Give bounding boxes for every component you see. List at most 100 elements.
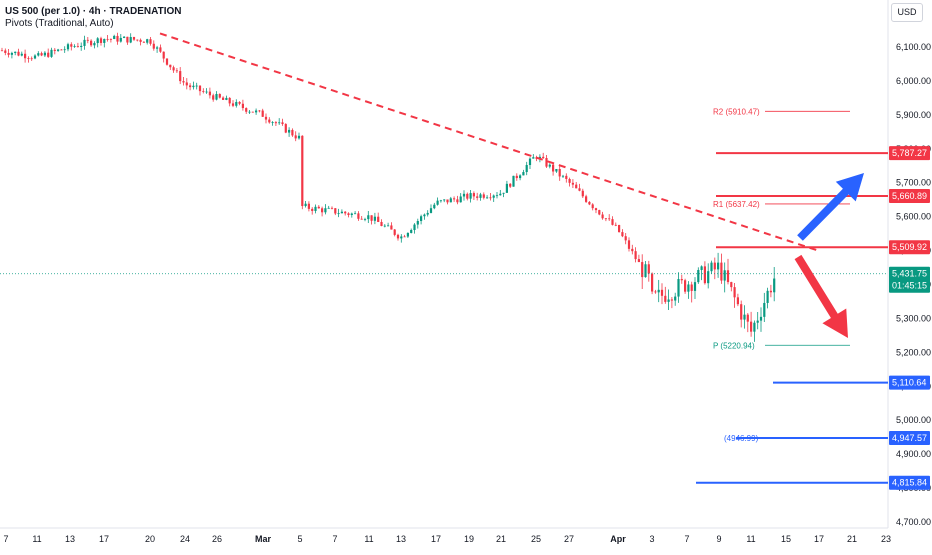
candle-body	[367, 215, 370, 220]
candle-body	[720, 262, 723, 281]
price-tag-support: 5,110.64	[892, 378, 926, 388]
candle-body	[509, 183, 512, 187]
candle-body	[347, 213, 350, 216]
currency-button[interactable]: USD	[891, 3, 923, 22]
candle-body	[743, 314, 746, 320]
candle-body	[317, 206, 320, 209]
symbol-title[interactable]: US 500 (per 1.0) · 4h · TRADENATION	[5, 6, 182, 17]
x-tick-label: 17	[99, 534, 109, 544]
candle-body	[218, 94, 221, 98]
candle-body	[304, 203, 307, 207]
candle-body	[548, 164, 551, 167]
x-tick-label: 13	[65, 534, 75, 544]
trendline	[159, 32, 819, 252]
candle-body	[324, 208, 327, 213]
candle-body	[545, 157, 548, 167]
candle-body	[624, 236, 627, 241]
candle-body	[446, 199, 449, 203]
y-tick-label: 4,700.00	[896, 517, 931, 527]
candle-body	[403, 236, 406, 238]
candle-body	[700, 266, 703, 270]
x-tick-label: 15	[781, 534, 791, 544]
candle-body	[0, 50, 4, 52]
candle-body	[763, 302, 766, 317]
candle-body	[522, 172, 525, 176]
candle-body	[80, 45, 83, 47]
pivot-label: P (5220.94)	[713, 341, 755, 350]
y-tick-label: 5,600.00	[896, 212, 931, 222]
candle-body	[608, 218, 611, 220]
y-tick-label: 5,900.00	[896, 110, 931, 120]
candle-body	[70, 44, 73, 47]
candle-body	[426, 212, 429, 215]
candle-body	[423, 214, 426, 217]
candle-body	[129, 37, 132, 43]
candle-body	[479, 194, 482, 198]
x-tick-label: 21	[496, 534, 506, 544]
candle-body	[146, 39, 149, 43]
candle-body	[288, 129, 291, 133]
candle-body	[132, 37, 136, 40]
x-tick-label: 23	[881, 534, 891, 544]
candle-body	[502, 192, 505, 194]
candle-body	[291, 129, 294, 136]
y-tick-label: 6,000.00	[896, 76, 931, 86]
x-tick-label: 25	[531, 534, 541, 544]
candle-body	[83, 39, 86, 46]
candle-body	[152, 43, 155, 49]
candle-body	[370, 215, 373, 221]
candle-body	[449, 198, 452, 203]
candle-body	[156, 47, 159, 49]
candle-body	[406, 232, 409, 237]
candle-body	[330, 207, 334, 209]
candle-body	[756, 320, 759, 323]
candle-body	[773, 278, 776, 293]
candle-body	[486, 197, 489, 199]
candle-body	[363, 219, 367, 220]
x-tick-label: 9	[716, 534, 721, 544]
candle-body	[561, 175, 565, 177]
price-tag-last: 5,431.75	[892, 269, 927, 279]
candle-body	[631, 248, 634, 252]
candle-body	[469, 193, 472, 199]
indicator-label[interactable]: Pivots (Traditional, Auto)	[5, 18, 114, 29]
candle-body	[301, 135, 304, 207]
candle-body	[433, 204, 436, 209]
arrow-up	[797, 173, 864, 241]
candle-body	[383, 225, 386, 227]
candle-body	[512, 175, 515, 187]
candle-body	[198, 85, 202, 92]
candle-body	[113, 35, 116, 40]
y-tick-label: 4,900.00	[896, 449, 931, 459]
price-tag-resistance: 5,509.92	[892, 242, 927, 252]
candle-body	[456, 199, 459, 203]
candle-body	[126, 36, 129, 43]
candle-body	[594, 208, 598, 211]
candle-body	[373, 216, 376, 221]
candle-body	[591, 204, 594, 209]
candle-body	[195, 85, 198, 87]
x-tick-label: 17	[814, 534, 824, 544]
candle-body	[321, 208, 324, 213]
candle-body	[357, 213, 360, 219]
price-tag-support: 4,947.57	[892, 433, 927, 443]
candle-body	[142, 41, 145, 43]
candle-body	[581, 190, 584, 197]
candle-body	[769, 290, 772, 293]
candles	[0, 32, 776, 342]
candle-body	[717, 262, 720, 270]
candle-body	[99, 38, 103, 43]
price-tag-support-bg	[889, 475, 930, 490]
candle-body	[27, 58, 30, 60]
price-tag-resistance: 5,660.89	[892, 191, 927, 201]
candle-body	[136, 39, 139, 41]
candle-body	[575, 184, 578, 189]
candle-body	[327, 207, 330, 209]
price-tag-resistance-bg	[889, 240, 930, 255]
candle-body	[703, 266, 706, 284]
candle-body	[492, 195, 495, 198]
candle-body	[17, 51, 20, 56]
candle-body	[697, 269, 700, 283]
